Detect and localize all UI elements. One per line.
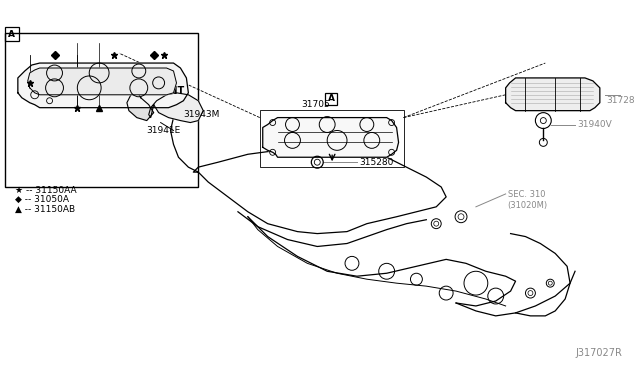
Text: FRONT: FRONT: [147, 86, 184, 96]
Bar: [5, 28, 19, 41]
Text: 31728: 31728: [607, 96, 636, 105]
Text: 31705: 31705: [301, 100, 330, 109]
Polygon shape: [506, 78, 600, 110]
Polygon shape: [28, 68, 177, 95]
Text: SEC. 310
(31020M): SEC. 310 (31020M): [508, 190, 548, 209]
Text: 31941E: 31941E: [147, 126, 181, 135]
Text: 31943M: 31943M: [184, 110, 220, 119]
Text: 315280: 315280: [359, 158, 394, 167]
Text: 31940V: 31940V: [577, 120, 612, 129]
Bar: [325, 93, 337, 105]
Bar: [5, 33, 198, 187]
Polygon shape: [263, 118, 399, 157]
Text: J317027R: J317027R: [575, 347, 622, 357]
Text: A: A: [328, 94, 335, 103]
Polygon shape: [148, 93, 204, 122]
Bar: [260, 110, 404, 167]
Text: A: A: [8, 30, 15, 39]
Text: ★ -- 31150AA: ★ -- 31150AA: [15, 186, 77, 195]
Text: ▲ -- 31150AB: ▲ -- 31150AB: [15, 205, 75, 214]
Polygon shape: [18, 63, 188, 108]
Text: ◆ -- 31050A: ◆ -- 31050A: [15, 195, 69, 204]
Polygon shape: [127, 91, 154, 121]
